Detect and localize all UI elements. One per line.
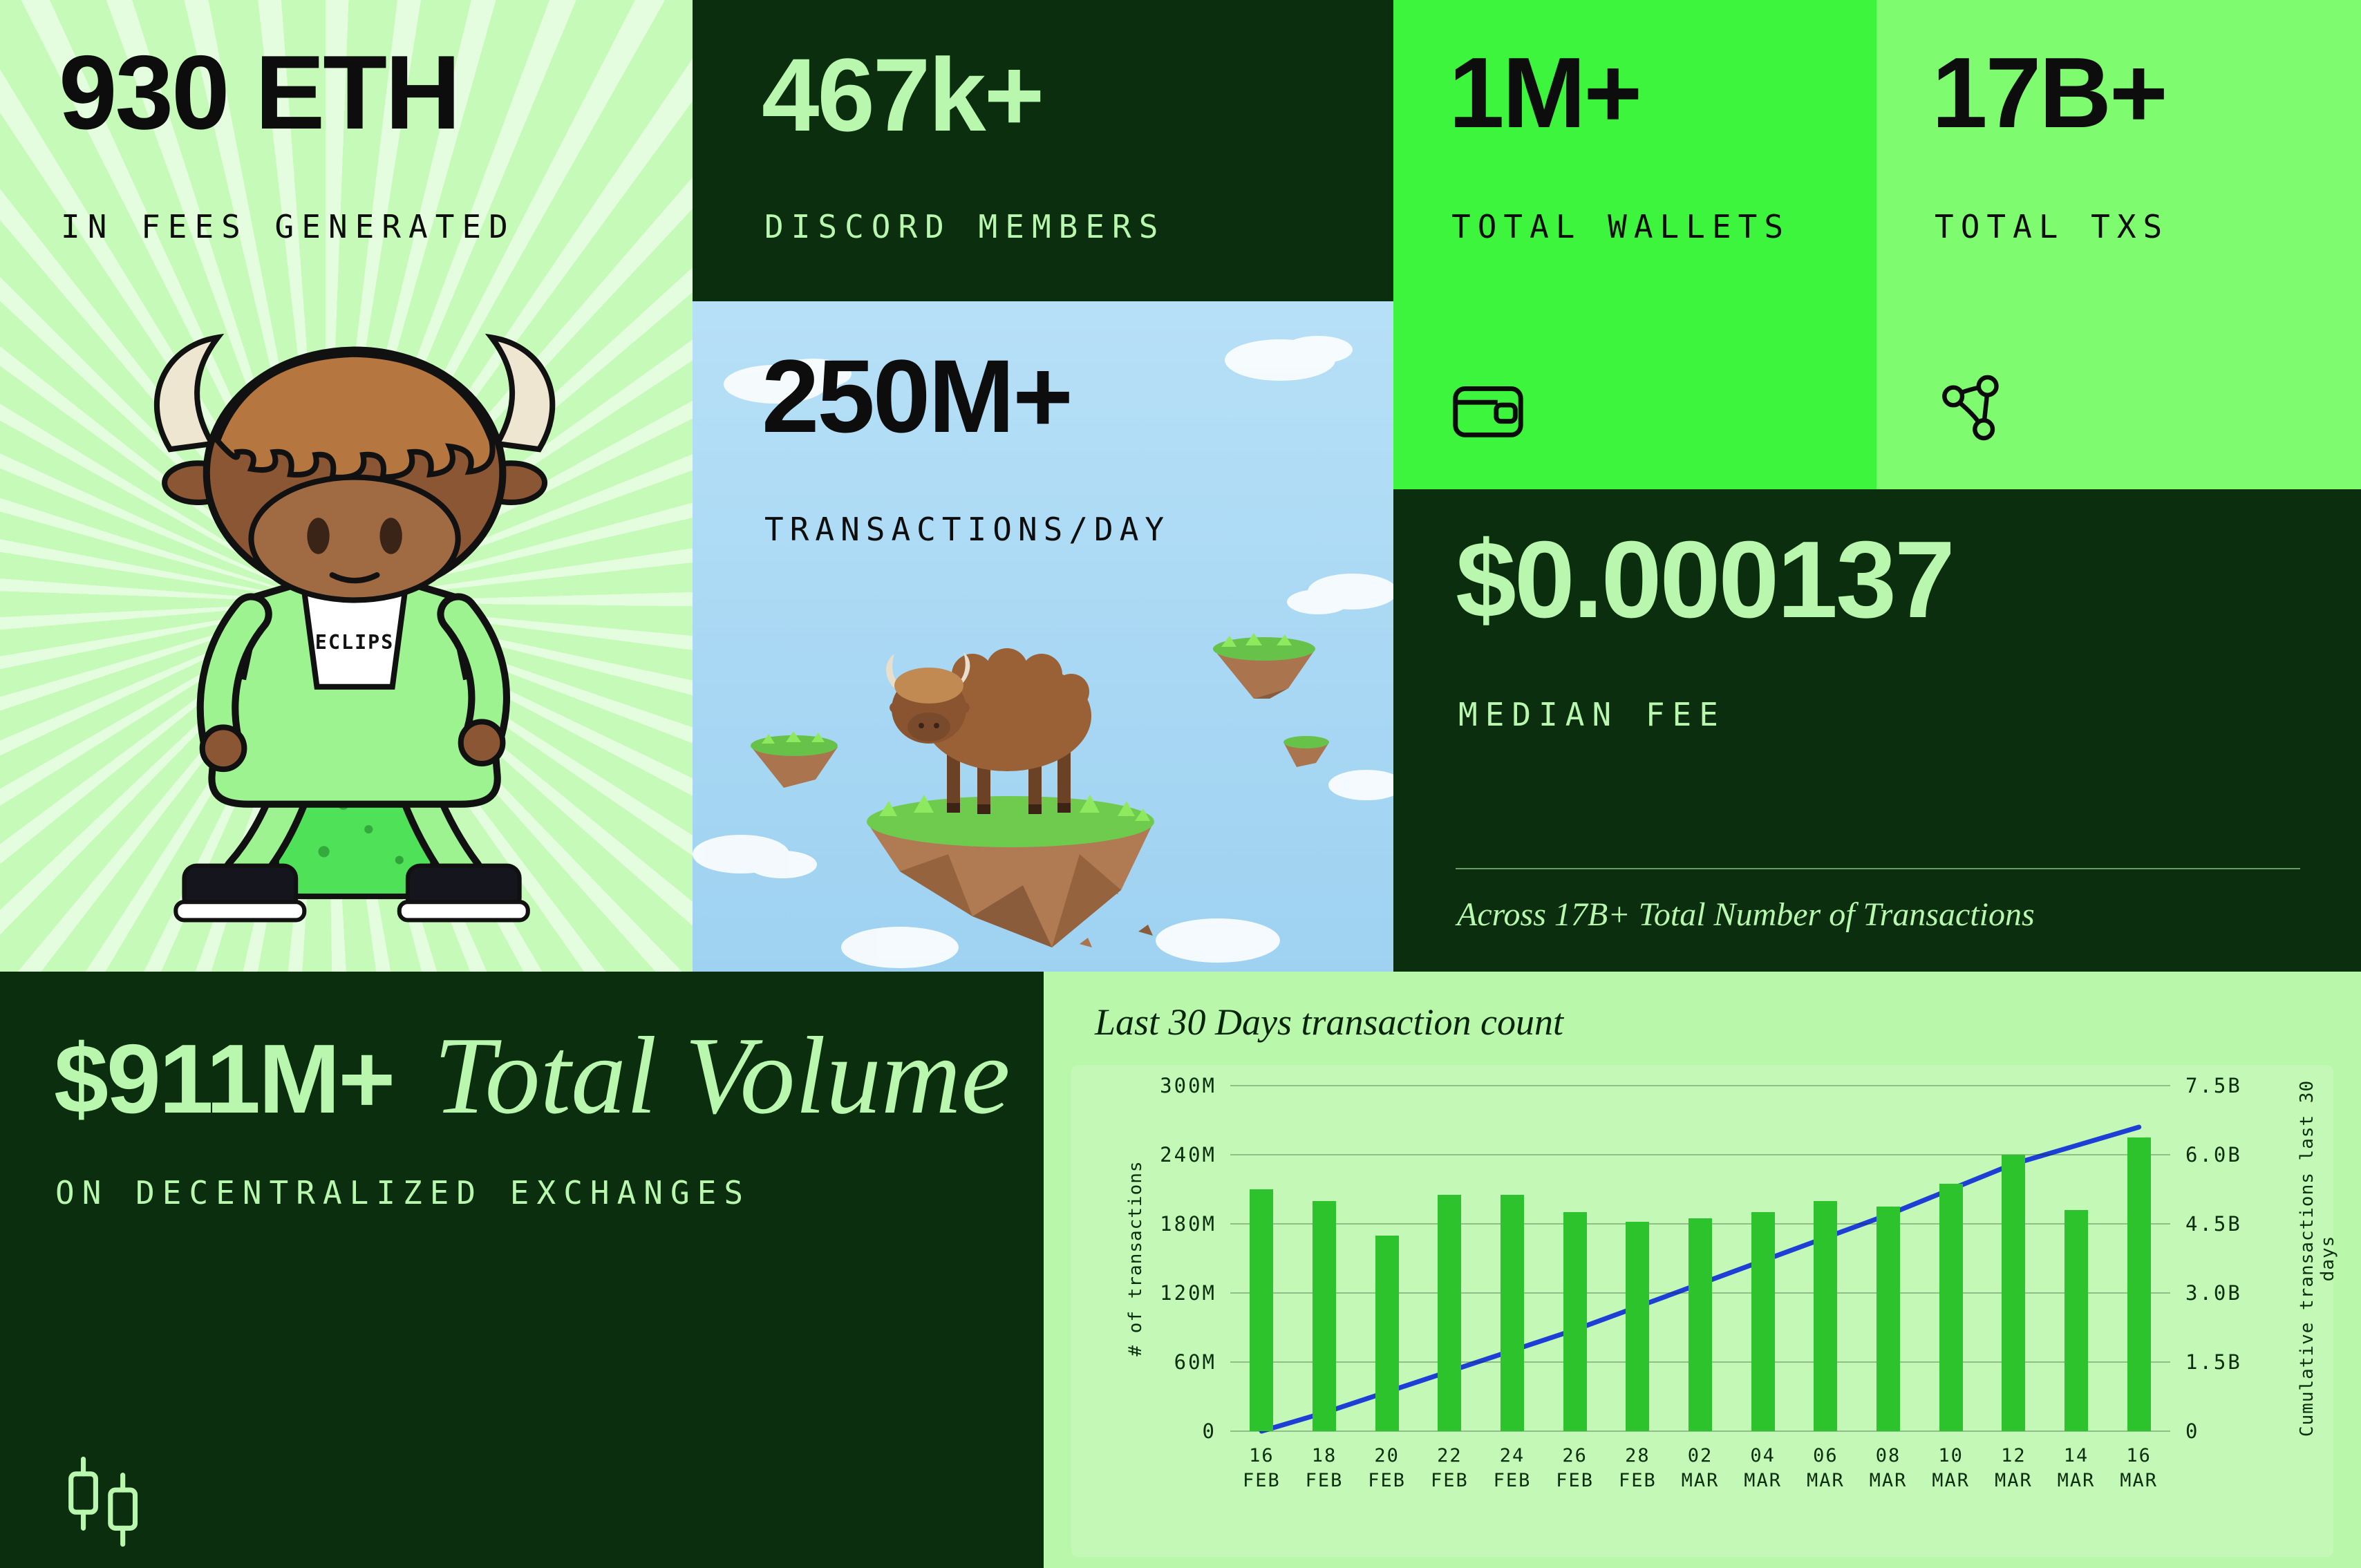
- x-axis-label: 26 FEB: [1556, 1445, 1595, 1491]
- right-axis-tick: 3.0B: [2185, 1281, 2242, 1305]
- bar-18-feb: [1313, 1200, 1336, 1431]
- chart-title: Last 30 Days transaction count: [1095, 1001, 1564, 1043]
- left-axis-tick: 180M: [1160, 1212, 1216, 1236]
- bar-04-mar: [1751, 1212, 1775, 1431]
- x-axis-label: 14 MAR: [2057, 1445, 2096, 1491]
- x-axis-label: 06 MAR: [1806, 1445, 1845, 1491]
- bar-02-mar: [1689, 1218, 1712, 1431]
- x-axis-label: 16 MAR: [2120, 1445, 2158, 1491]
- x-axis-label: 04 MAR: [1744, 1445, 1782, 1491]
- total-txs-panel: 17B+ TOTAL TXS: [1876, 0, 2361, 489]
- mascot-head: [153, 333, 556, 603]
- plot-area: [1230, 1085, 2170, 1434]
- discord-label: DISCORD MEMBERS: [764, 208, 1166, 245]
- wallets-value: 1M+: [1449, 37, 1642, 149]
- left-axis-tick: 0: [1202, 1419, 1216, 1443]
- bar-12-mar: [2002, 1155, 2026, 1431]
- floating-islands-illustration: [693, 336, 1393, 968]
- x-axis-label: 20 FEB: [1368, 1445, 1407, 1491]
- left-axis-title: # of transactions: [1125, 1160, 1146, 1357]
- x-axis-label: 12 MAR: [1994, 1445, 2033, 1491]
- volume-panel: $911M+ Total Volume ON DECENTRALIZED EXC…: [0, 972, 1044, 1568]
- bar-20-feb: [1375, 1235, 1399, 1431]
- total-txs-value: 17B+: [1932, 37, 2168, 149]
- daily-transactions-label: TRANSACTIONS/DAY: [764, 511, 1171, 548]
- discord-value: 467k+: [762, 37, 1044, 153]
- gridline: [1230, 1085, 2170, 1086]
- right-axis-tick: 1.5B: [2185, 1350, 2242, 1374]
- bar-26-feb: [1563, 1212, 1587, 1431]
- bar-16-feb: [1250, 1189, 1274, 1431]
- gridline: [1230, 1430, 2170, 1432]
- median-fee-panel: $0.000137 MEDIAN FEE Across 17B+ Total N…: [1393, 489, 2361, 972]
- bull-3d: [886, 648, 1091, 814]
- right-axis-tick: 6.0B: [2185, 1143, 2242, 1166]
- bar-10-mar: [1939, 1183, 1963, 1431]
- discord-panel: 467k+ DISCORD MEMBERS: [693, 0, 1393, 301]
- bar-16-mar: [2127, 1137, 2151, 1431]
- wallets-label: TOTAL WALLETS: [1451, 208, 1791, 245]
- left-axis-tick: 60M: [1174, 1350, 1216, 1374]
- wallets-panel: 1M+ TOTAL WALLETS: [1393, 0, 1876, 489]
- x-axis-label: 10 MAR: [1932, 1445, 1970, 1491]
- daily-transactions-panel: 250M+ TRANSACTIONS/DAY: [693, 301, 1393, 972]
- median-fee-label: MEDIAN FEE: [1458, 696, 1726, 733]
- left-axis-tick: 120M: [1160, 1281, 1216, 1305]
- right-axis-tick: 7.5B: [2185, 1074, 2242, 1097]
- volume-title: Total Volume: [433, 1014, 1010, 1137]
- x-axis-label: 22 FEB: [1430, 1445, 1469, 1491]
- median-fee-note: Across 17B+ Total Number of Transactions: [1457, 896, 2035, 933]
- x-axis-label: 28 FEB: [1618, 1445, 1657, 1491]
- clouds: [693, 336, 1393, 968]
- x-axis-label: 02 MAR: [1681, 1445, 1720, 1491]
- x-axis-label: 16 FEB: [1242, 1445, 1281, 1491]
- bull-mascot-illustration: ECLIPS: [153, 333, 556, 923]
- bar-08-mar: [1876, 1207, 1900, 1431]
- total-txs-label: TOTAL TXS: [1935, 208, 2170, 245]
- daily-transactions-value: 250M+: [762, 338, 1073, 454]
- fees-label: IN FEES GENERATED: [61, 208, 516, 245]
- x-axis-label: 08 MAR: [1869, 1445, 1908, 1491]
- left-axis-tick: 240M: [1160, 1143, 1216, 1166]
- median-fee-value: $0.000137: [1456, 519, 1955, 641]
- volume-headline: $911M+ Total Volume: [54, 1020, 1010, 1131]
- x-axis-labels: 16 FEB 18 FEB 20 FEB 22 FEB 24 FEB 26 FEB 28 FEB 02 MAR…: [1230, 1444, 2170, 1513]
- gridline: [1230, 1154, 2170, 1155]
- chart-area: # of transactions Cumulative transaction…: [1071, 1065, 2338, 1557]
- bar-22-feb: [1438, 1195, 1462, 1431]
- candlestick-icon: [68, 1456, 138, 1547]
- x-axis-label: 24 FEB: [1493, 1445, 1532, 1491]
- bar-06-mar: [1814, 1200, 1838, 1431]
- x-axis-label: 18 FEB: [1305, 1445, 1344, 1491]
- fees-value: 930 ETH: [59, 34, 461, 151]
- main-island: [867, 795, 1154, 947]
- volume-label: ON DECENTRALIZED EXCHANGES: [55, 1174, 751, 1211]
- mascot-badge-text: ECLIPS: [315, 631, 394, 654]
- chart-panel: Last 30 Days transaction count # of tran…: [1044, 972, 2361, 1568]
- bar-28-feb: [1626, 1221, 1650, 1431]
- fees-panel: 930 ETH IN FEES GENERATED: [0, 0, 693, 972]
- right-axis-tick: 0: [2185, 1419, 2200, 1443]
- wallet-icon: [1453, 386, 1523, 437]
- mascot-arms: [196, 593, 510, 773]
- bar-14-mar: [2064, 1210, 2088, 1431]
- right-axis-tick: 4.5B: [2185, 1212, 2242, 1236]
- volume-value: $911M+: [54, 1024, 395, 1134]
- network-nodes-icon: [1942, 375, 1999, 441]
- right-axis-title: Cumulative transactions last 30 days: [2297, 1079, 2338, 1437]
- left-axis-tick: 300M: [1160, 1074, 1216, 1097]
- divider-line: [1456, 868, 2300, 869]
- bar-24-feb: [1501, 1195, 1524, 1431]
